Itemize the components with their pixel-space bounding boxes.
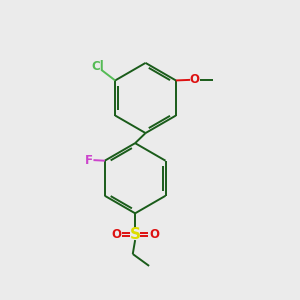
Text: O: O <box>149 228 159 241</box>
Text: O: O <box>111 228 121 241</box>
Text: Cl: Cl <box>91 60 104 73</box>
Text: O: O <box>189 74 199 86</box>
Text: F: F <box>85 154 93 166</box>
Text: S: S <box>130 227 141 242</box>
